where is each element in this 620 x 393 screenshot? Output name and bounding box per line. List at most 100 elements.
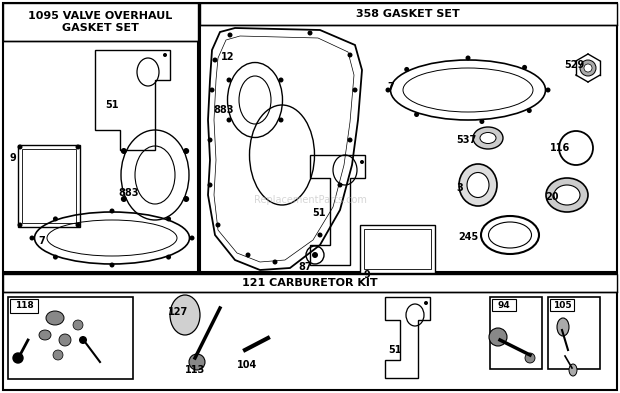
Text: 9: 9 <box>363 270 370 280</box>
Circle shape <box>213 57 218 62</box>
Ellipse shape <box>480 132 496 143</box>
Text: 113: 113 <box>185 365 205 375</box>
Circle shape <box>59 334 71 346</box>
Circle shape <box>110 209 115 213</box>
Circle shape <box>73 320 83 330</box>
Bar <box>10 299 38 313</box>
Text: 537: 537 <box>456 135 476 145</box>
Bar <box>360 225 435 273</box>
Circle shape <box>76 222 81 228</box>
Circle shape <box>17 145 22 149</box>
Text: 104: 104 <box>237 360 257 370</box>
Circle shape <box>226 77 231 83</box>
Bar <box>8 297 133 379</box>
Circle shape <box>53 217 58 221</box>
Circle shape <box>308 31 312 35</box>
Text: 12: 12 <box>221 52 234 62</box>
Circle shape <box>489 328 507 346</box>
Circle shape <box>53 255 58 260</box>
Text: ReplacementParts.com: ReplacementParts.com <box>254 195 366 205</box>
Circle shape <box>404 67 409 72</box>
Text: 94: 94 <box>498 301 510 310</box>
Circle shape <box>337 182 342 187</box>
Circle shape <box>183 196 189 202</box>
Circle shape <box>189 354 205 370</box>
Bar <box>3 274 617 292</box>
Circle shape <box>317 233 322 237</box>
Ellipse shape <box>546 178 588 212</box>
Circle shape <box>208 138 213 143</box>
Text: 7: 7 <box>387 82 394 92</box>
Text: 7: 7 <box>38 236 45 246</box>
Bar <box>3 3 198 41</box>
Circle shape <box>312 252 318 258</box>
Ellipse shape <box>569 364 577 376</box>
Circle shape <box>163 53 167 57</box>
Text: 883: 883 <box>118 188 138 198</box>
Circle shape <box>522 65 527 70</box>
Bar <box>200 3 617 25</box>
Bar <box>492 299 516 311</box>
Circle shape <box>226 118 231 123</box>
Circle shape <box>527 108 532 113</box>
Circle shape <box>479 119 484 124</box>
Circle shape <box>76 145 81 149</box>
Circle shape <box>246 252 250 257</box>
Text: 9: 9 <box>10 153 17 163</box>
Circle shape <box>386 88 391 92</box>
Ellipse shape <box>39 330 51 340</box>
Circle shape <box>347 138 353 143</box>
Circle shape <box>360 160 364 164</box>
Bar <box>548 297 600 369</box>
Ellipse shape <box>46 311 64 325</box>
Circle shape <box>466 55 471 61</box>
Text: 529: 529 <box>564 60 584 70</box>
Circle shape <box>216 222 221 228</box>
Circle shape <box>278 77 283 83</box>
Circle shape <box>121 148 127 154</box>
Bar <box>22 149 76 223</box>
Circle shape <box>584 64 592 72</box>
Bar <box>3 274 617 390</box>
Ellipse shape <box>467 173 489 198</box>
Circle shape <box>273 259 278 264</box>
Circle shape <box>166 255 171 260</box>
Circle shape <box>347 53 353 57</box>
Text: 51: 51 <box>312 208 326 218</box>
Bar <box>550 299 574 311</box>
Text: 20: 20 <box>545 192 559 202</box>
Circle shape <box>210 88 215 92</box>
Circle shape <box>353 88 358 92</box>
Text: 127: 127 <box>168 307 188 317</box>
Bar <box>364 229 431 269</box>
Circle shape <box>30 235 35 241</box>
Bar <box>3 3 198 272</box>
Ellipse shape <box>459 164 497 206</box>
Text: 883: 883 <box>213 105 234 115</box>
Text: 116: 116 <box>550 143 570 153</box>
Circle shape <box>414 112 419 117</box>
Circle shape <box>13 353 23 363</box>
Text: 121 CARBURETOR KIT: 121 CARBURETOR KIT <box>242 278 378 288</box>
Circle shape <box>53 350 63 360</box>
Text: 87: 87 <box>298 262 312 272</box>
Text: 105: 105 <box>552 301 571 310</box>
Bar <box>18 145 80 227</box>
Ellipse shape <box>473 127 503 149</box>
Circle shape <box>208 182 213 187</box>
Ellipse shape <box>557 318 569 336</box>
Text: 358 GASKET SET: 358 GASKET SET <box>356 9 460 19</box>
Text: 3: 3 <box>456 183 463 193</box>
Circle shape <box>17 222 22 228</box>
Bar <box>490 297 542 369</box>
Circle shape <box>121 196 127 202</box>
Circle shape <box>190 235 195 241</box>
Bar <box>200 3 617 272</box>
Text: 51: 51 <box>388 345 402 355</box>
Ellipse shape <box>554 185 580 205</box>
Text: 245: 245 <box>458 232 478 242</box>
Circle shape <box>79 336 87 344</box>
Text: 118: 118 <box>15 301 33 310</box>
Circle shape <box>166 217 171 221</box>
Ellipse shape <box>170 295 200 335</box>
